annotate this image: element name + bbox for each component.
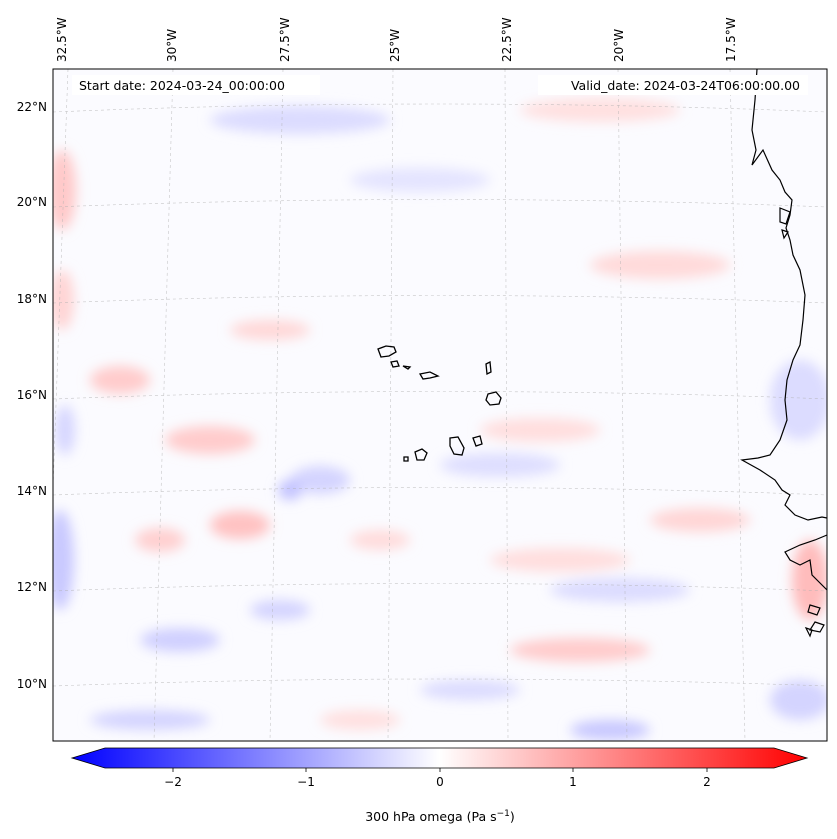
cape-verde-islands (377, 345, 502, 462)
lat-label: 10°N (17, 677, 47, 691)
graticule (53, 69, 827, 741)
colorbar-tick-label: 2 (703, 775, 711, 789)
valid-date-box (538, 75, 808, 95)
african-coast (740, 69, 827, 521)
colorbar: −2 −1 0 1 2 300 hPa omega (Pa s−1) (70, 747, 809, 824)
start-date-box (72, 75, 320, 95)
map-panel: Start date: 2024-03-24_00:00:00 Valid_da… (52, 68, 828, 742)
lon-label: 20°W (612, 29, 626, 62)
colorbar-tick-label: 1 (569, 775, 577, 789)
lat-label: 18°N (17, 292, 47, 306)
start-date-label: Start date: 2024-03-24_00:00:00 (79, 78, 285, 93)
colorbar-label-main: 300 hPa omega (Pa s (365, 809, 496, 824)
valid-date-label: Valid_date: 2024-03-24T06:00:00.00 (571, 78, 800, 93)
map-frame (52, 68, 828, 742)
colorbar-ramp (70, 747, 809, 769)
lon-label: 30°W (165, 29, 179, 62)
lat-label: 14°N (17, 484, 47, 498)
coastlines (740, 69, 827, 638)
colorbar-label-sup: −1 (497, 809, 510, 819)
lon-label: 22.5°W (500, 17, 514, 62)
latitude-labels: 22°N 20°N 18°N 16°N 14°N 12°N 10°N (17, 100, 47, 691)
lat-label: 16°N (17, 388, 47, 402)
colorbar-ticks (172, 768, 708, 772)
colorbar-tick-label: 0 (436, 775, 444, 789)
lon-label: 25°W (388, 29, 402, 62)
colorbar-label: 300 hPa omega (Pa s−1) (365, 809, 515, 824)
colorbar-tick-label: −1 (297, 775, 315, 789)
lon-label: 32.5°W (55, 17, 69, 62)
lon-label: 17.5°W (724, 17, 738, 62)
colorbar-tick-label: −2 (164, 775, 182, 789)
lat-label: 20°N (17, 195, 47, 209)
lat-label: 22°N (17, 100, 47, 114)
lon-label: 27.5°W (278, 17, 292, 62)
colorbar-label-end: ) (510, 809, 515, 824)
omega-field (53, 98, 827, 740)
lat-label: 12°N (17, 580, 47, 594)
longitude-labels: 32.5°W 30°W 27.5°W 25°W 22.5°W 20°W 17.5… (55, 17, 738, 62)
